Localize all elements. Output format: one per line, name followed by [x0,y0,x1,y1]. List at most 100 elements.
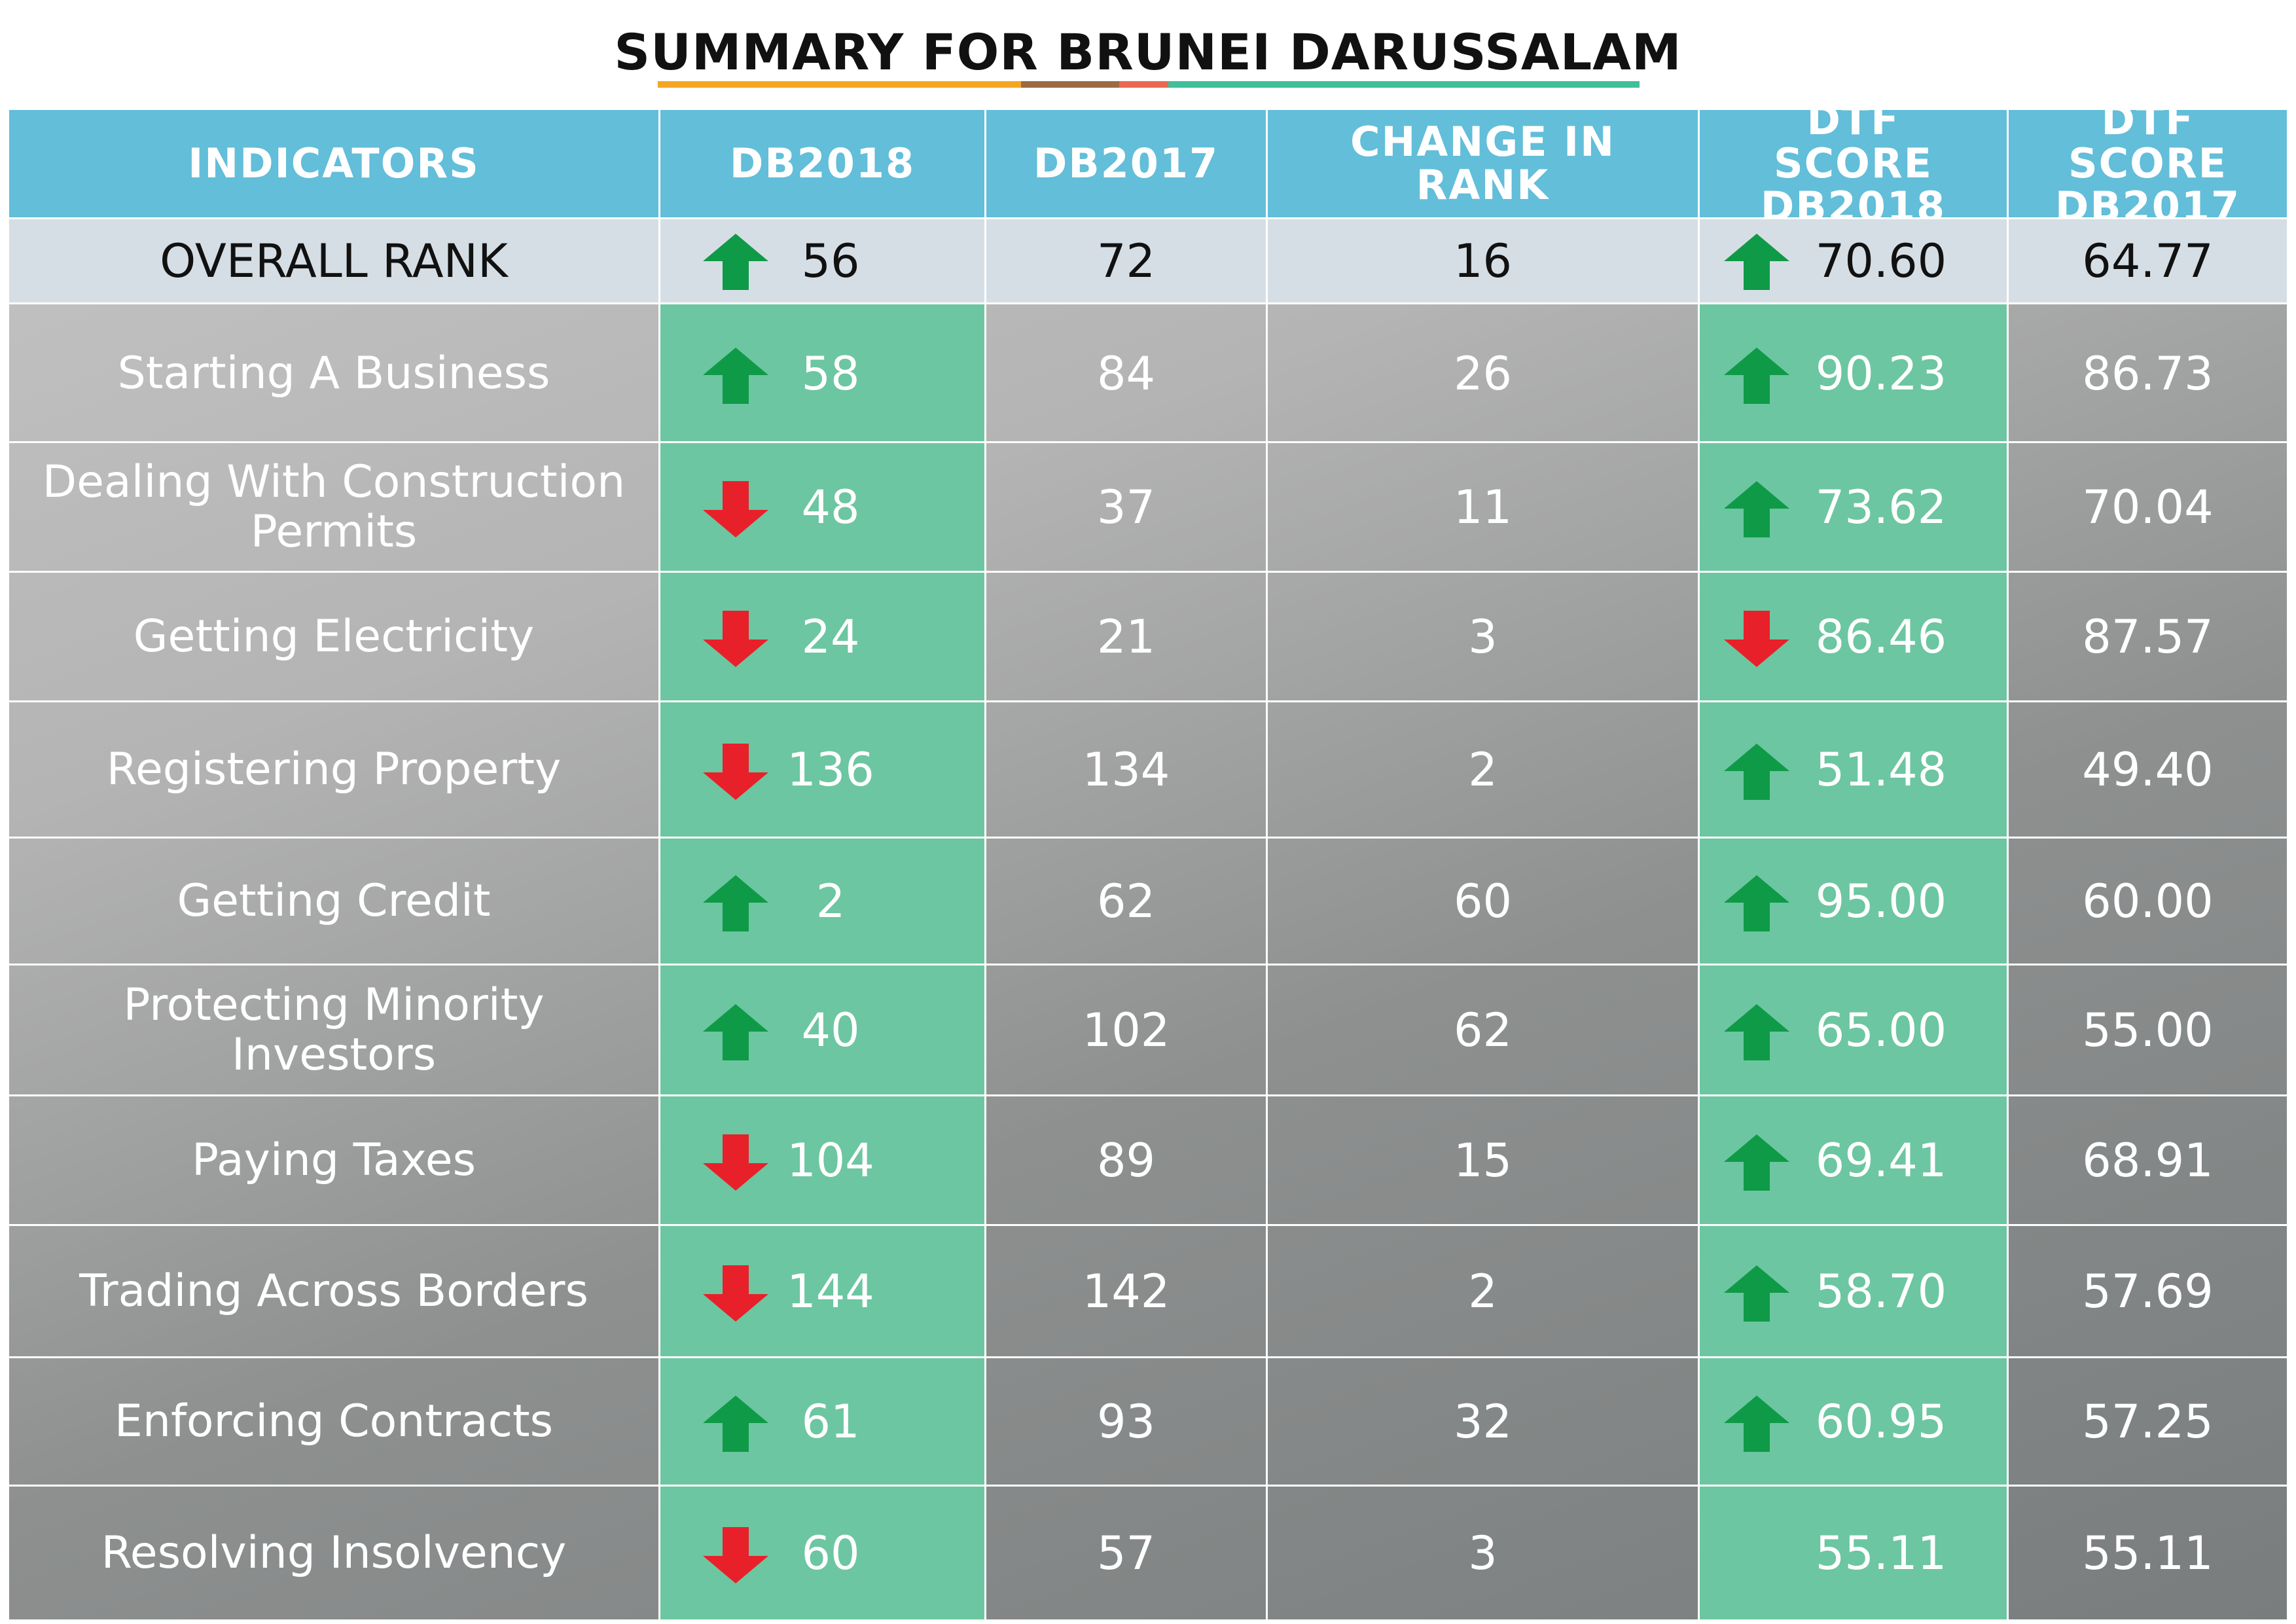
change-in-rank-value: 2 [1468,742,1498,797]
summary-table: INDICATORS DB2018 DB2017 CHANGE IN RANK … [9,96,2287,1619]
change-in-rank-value: 3 [1468,609,1498,664]
change-in-rank-value: 26 [1453,347,1513,401]
db2017-value: 84 [1096,347,1156,401]
db2017-value: 89 [1096,1133,1156,1187]
dtf2017-value: 70.04 [2082,480,2214,534]
change-in-rank-value: 2 [1468,1264,1498,1318]
header-indicators: INDICATORS [188,139,480,187]
dtf2017-value: 55.00 [2082,1003,2214,1057]
underline-segment-red [1119,81,1168,88]
column-divider [1266,110,1268,1619]
column-divider [1698,110,1700,1619]
dtf2017-value: 86.73 [2082,347,2214,401]
db2018-value: 40 [801,1003,860,1057]
row-divider [9,441,2287,443]
overall-rank-row: OVERALL RANK 56 72 16 70.60 64.77 [9,219,2287,302]
indicator-label: Getting Electricity [133,610,535,662]
db2018-value: 61 [801,1394,860,1449]
row-divider [9,1485,2287,1487]
up-arrow-icon [703,348,768,404]
change-in-rank-value: 15 [1453,1133,1513,1187]
overall-change-value: 16 [1453,234,1513,288]
dtf2018-value: 95.00 [1815,874,1947,928]
down-arrow-icon [703,1526,768,1583]
up-arrow-icon [703,1395,768,1452]
header-change-in-rank: CHANGE IN RANK [1350,118,1616,209]
header-db2018: DB2018 [729,139,916,187]
db2018-value: 104 [787,1133,874,1187]
indicator-label: Resolving Insolvency [101,1526,567,1579]
change-in-rank-value: 32 [1453,1394,1513,1449]
row-divider [9,217,2287,219]
db2017-value: 37 [1096,480,1156,534]
db2018-value: 2 [816,874,846,928]
db2018-value: 60 [801,1526,860,1580]
down-arrow-icon [703,743,768,800]
table-title: SUMMARY FOR BRUNEI DARUSSALAM [614,23,1682,81]
overall-dtf2018-value: 70.60 [1815,234,1947,288]
dtf2018-value: 60.95 [1815,1394,1947,1449]
dtf2018-value: 58.70 [1815,1264,1947,1318]
dtf2017-value: 55.11 [2082,1526,2214,1580]
dtf2018-value: 65.00 [1815,1003,1947,1057]
row-divider [9,1094,2287,1096]
indicator-label: Starting A Business [117,348,550,399]
up-arrow-icon [1724,875,1789,931]
indicator-label: Trading Across Borders [79,1265,588,1317]
db2017-value: 142 [1082,1264,1170,1318]
dtf2017-value: 60.00 [2082,874,2214,928]
dtf2018-value: 86.46 [1815,609,1947,664]
dtf2018-value: 90.23 [1815,347,1947,401]
header-db2017: DB2017 [1033,139,1219,187]
up-arrow-icon [1724,1003,1789,1060]
up-arrow-icon [703,875,768,931]
indicator-label: Enforcing Contracts [114,1395,554,1447]
underline-segment-brown [1021,81,1119,88]
down-arrow-icon [703,480,768,537]
db2018-value: 24 [801,609,860,664]
row-divider [9,964,2287,965]
dtf2018-value: 73.62 [1815,480,1947,534]
header-dtf-score-db2018: DTF SCORE DB2018 [1760,96,1946,230]
db2018-value: 58 [801,347,860,401]
title-underline [658,81,1640,88]
underline-segment-green [1168,81,1640,88]
row-divider [9,302,2287,304]
up-arrow-icon [1724,234,1789,290]
down-arrow-icon [703,1134,768,1191]
change-in-rank-value: 60 [1453,874,1513,928]
up-arrow-icon [1724,1395,1789,1452]
db2017-value: 21 [1096,609,1156,664]
overall-db2017-value: 72 [1096,234,1156,288]
change-in-rank-value: 3 [1468,1526,1498,1580]
header-dtf-score-db2017: DTF SCORE DB2017 [2054,96,2241,230]
overall-rank-label: OVERALL RANK [160,234,508,288]
change-in-rank-value: 62 [1453,1003,1513,1057]
column-divider [658,110,660,1619]
dtf2017-value: 68.91 [2082,1133,2214,1187]
db2017-value: 62 [1096,874,1156,928]
up-arrow-icon [1724,348,1789,404]
dtf2018-value: 51.48 [1815,742,1947,797]
dtf2017-value: 57.69 [2082,1264,2214,1318]
dtf2017-value: 87.57 [2082,609,2214,664]
db2018-value: 48 [801,480,860,534]
column-divider [2007,110,2009,1619]
db2017-value: 102 [1082,1003,1170,1057]
indicator-label: Protecting Minority Investors [123,979,545,1081]
dtf2017-value: 49.40 [2082,742,2214,797]
down-arrow-icon [1724,610,1789,667]
overall-dtf2017-value: 64.77 [2082,234,2214,288]
row-divider [9,571,2287,573]
overall-db2018-value: 56 [801,234,860,288]
change-in-rank-value: 11 [1453,480,1513,534]
dtf2018-value: 55.11 [1815,1526,1947,1580]
up-arrow-icon [1724,1134,1789,1191]
up-arrow-icon [1724,480,1789,537]
db2018-value: 136 [787,742,874,797]
dtf2017-value: 57.25 [2082,1394,2214,1449]
db2017-value: 134 [1082,742,1170,797]
indicator-label: Dealing With Construction Permits [42,456,626,558]
column-divider [984,110,986,1619]
down-arrow-icon [703,610,768,667]
